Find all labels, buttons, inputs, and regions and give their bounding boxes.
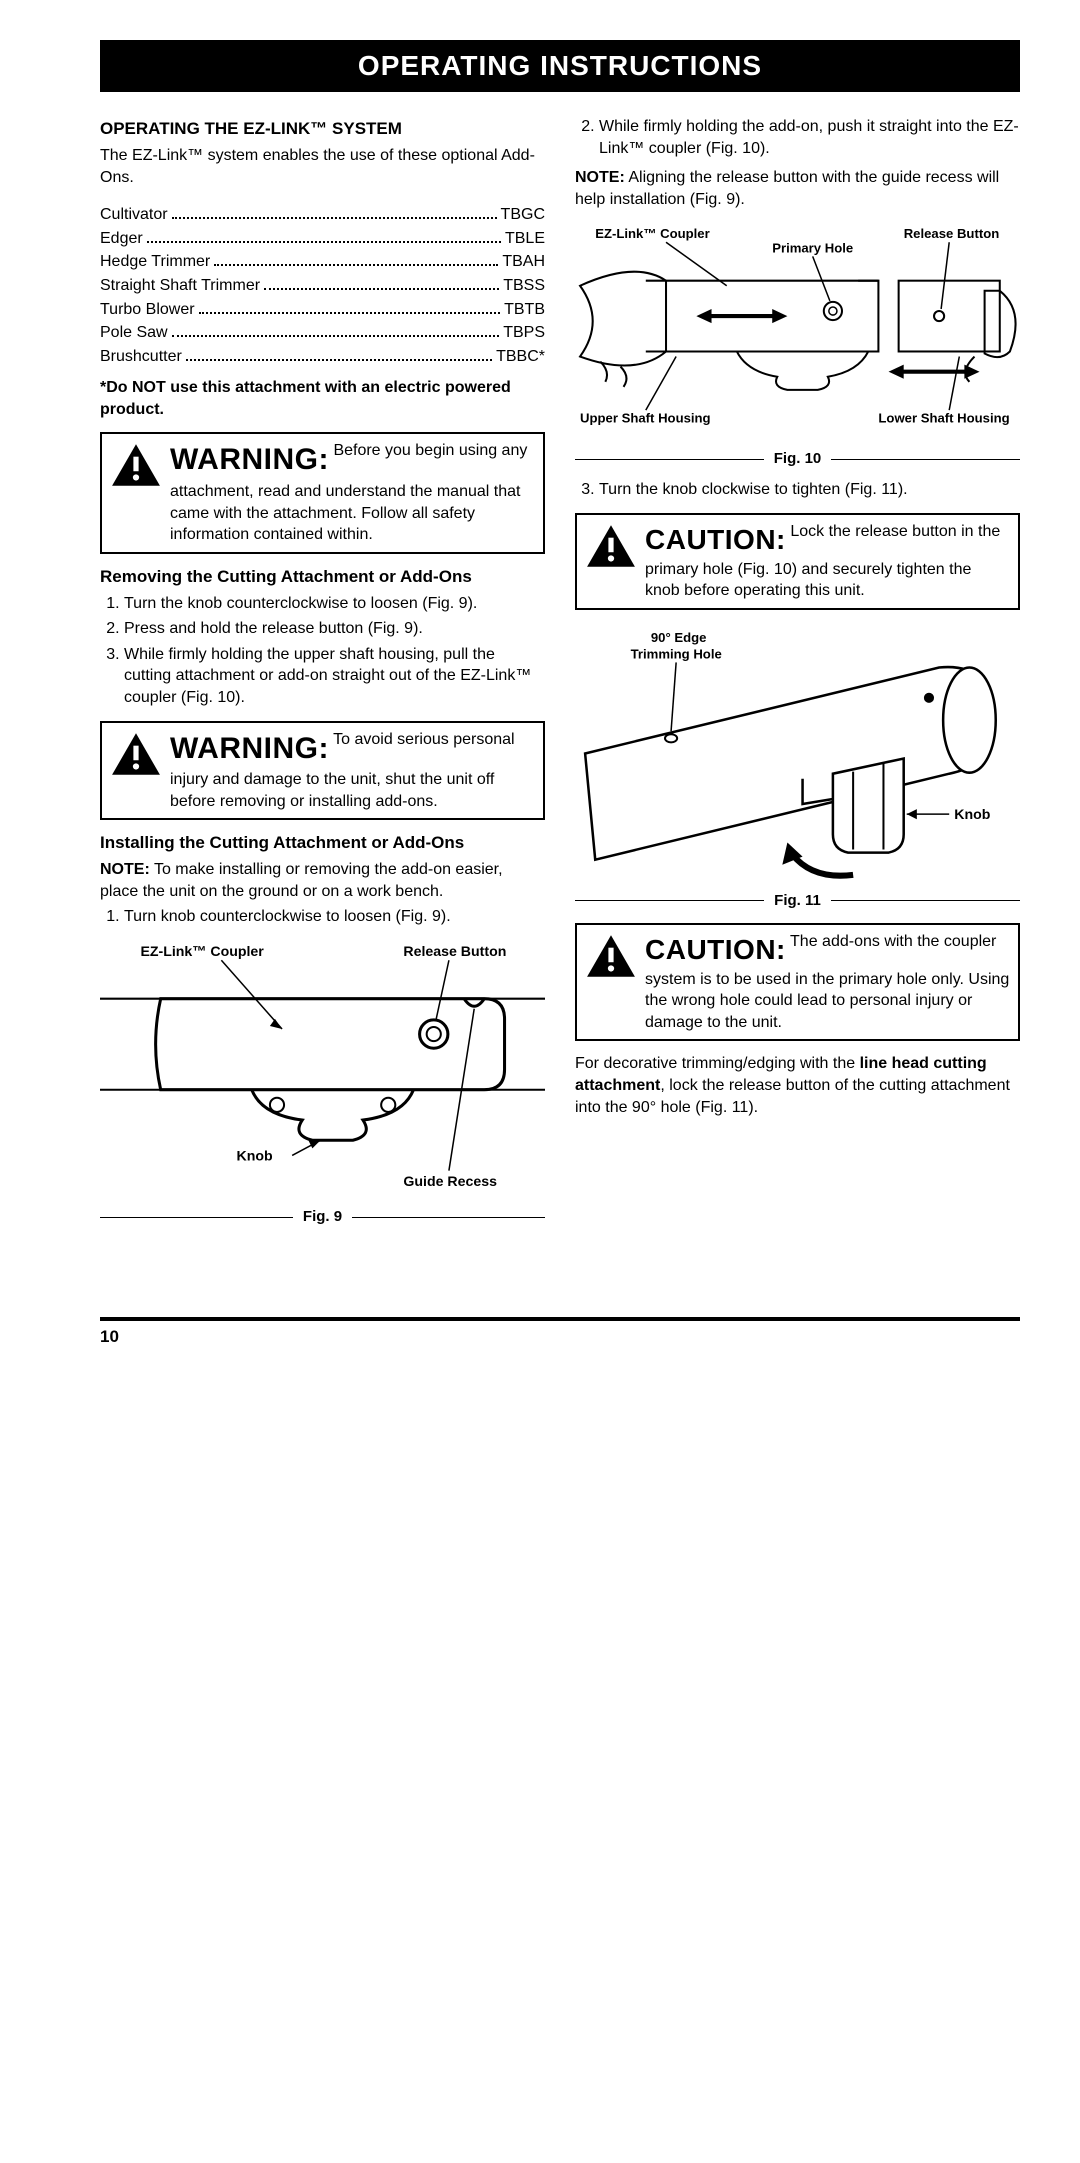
warning-word: WARNING:	[170, 443, 329, 476]
addon-row: Hedge Trimmer TBAH	[100, 251, 545, 273]
caution-text-2: CAUTION: The add-ons with the coupler sy…	[645, 931, 1010, 1034]
fig11-label-edge-2: Trimming Hole	[631, 646, 722, 661]
addon-code: TBBC*	[496, 346, 545, 368]
addon-name: Hedge Trimmer	[100, 251, 210, 273]
figure-10: EZ-Link™ Coupler Primary Hole Release Bu…	[575, 220, 1020, 469]
installing-note: NOTE: To make installing or removing the…	[100, 859, 545, 902]
removing-steps: Turn the knob counterclockwise to loosen…	[100, 593, 545, 709]
addons-list: Cultivator TBGC Edger TBLE Hedge Trimmer TB…	[100, 204, 545, 367]
aligning-note: NOTE: Aligning the release button with t…	[575, 167, 1020, 210]
intro-text: The EZ-Link™ system enables the use of t…	[100, 145, 545, 188]
addon-code: TBSS	[503, 275, 545, 297]
figure-10-svg: EZ-Link™ Coupler Primary Hole Release Bu…	[575, 220, 1020, 443]
fig11-label-edge-1: 90° Edge	[651, 630, 707, 645]
footnote: *Do NOT use this attachment with an elec…	[100, 377, 545, 420]
caution-box-1: CAUTION: Lock the release button in the …	[575, 513, 1020, 610]
fig11-caption-row: Fig. 11	[575, 891, 1020, 911]
fig9-caption: Fig. 9	[293, 1207, 352, 1227]
caution-triangle-icon	[585, 523, 637, 569]
installing-steps-cont: While firmly holding the add-on, push it…	[575, 116, 1020, 159]
warning-box-1: WARNING: Before you begin using any atta…	[100, 432, 545, 553]
addon-row: Cultivator TBGC	[100, 204, 545, 226]
caution-triangle-icon	[585, 933, 637, 979]
fig10-label-upper: Upper Shaft Housing	[580, 411, 711, 426]
right-column: While firmly holding the add-on, push it…	[575, 112, 1020, 1237]
warning-box-2: WARNING: To avoid serious personal injur…	[100, 721, 545, 821]
fig10-label-coupler: EZ-Link™ Coupler	[595, 227, 709, 242]
section-heading-installing: Installing the Cutting Attachment or Add…	[100, 832, 545, 855]
addon-code: TBPS	[503, 322, 545, 344]
fig9-label-guide: Guide Recess	[403, 1173, 497, 1189]
caution-box-2: CAUTION: The add-ons with the coupler sy…	[575, 923, 1020, 1042]
addon-row: Turbo Blower TBTB	[100, 299, 545, 321]
closing-pre: For decorative trimming/edging with the	[575, 1055, 860, 1072]
fig9-label-coupler: EZ-Link™ Coupler	[140, 943, 264, 959]
warning-triangle-icon	[110, 731, 162, 777]
addon-row: Pole Saw TBPS	[100, 322, 545, 344]
fig10-caption: Fig. 10	[764, 449, 832, 469]
step-item: Press and hold the release button (Fig. …	[124, 618, 545, 640]
page-number: 10	[100, 1327, 119, 1346]
page-title-bar: OPERATING INSTRUCTIONS	[100, 40, 1020, 92]
fig11-label-knob: Knob	[954, 806, 990, 822]
figure-11: 90° Edge Trimming Hole	[575, 622, 1020, 911]
addon-name: Straight Shaft Trimmer	[100, 275, 260, 297]
addon-code: TBAH	[502, 251, 545, 273]
caution-word: CAUTION:	[645, 934, 786, 965]
note-label: NOTE:	[575, 169, 625, 186]
fig9-label-knob: Knob	[237, 1148, 273, 1164]
addon-code: TBLE	[505, 228, 545, 250]
fig10-label-lower: Lower Shaft Housing	[878, 411, 1009, 426]
figure-11-svg: 90° Edge Trimming Hole	[575, 622, 1020, 885]
step-item: While firmly holding the upper shaft hou…	[124, 644, 545, 709]
two-column-layout: OPERATING THE EZ-LINK™ SYSTEM The EZ-Lin…	[100, 112, 1020, 1237]
page: OPERATING INSTRUCTIONS OPERATING THE EZ-…	[0, 0, 1080, 1387]
section-heading-removing: Removing the Cutting Attachment or Add-O…	[100, 566, 545, 589]
fig10-label-primary: Primary Hole	[772, 241, 853, 256]
addon-name: Turbo Blower	[100, 299, 195, 321]
step-item: Turn the knob clockwise to tighten (Fig.…	[599, 479, 1020, 501]
figure-9: EZ-Link™ Coupler Release Button	[100, 938, 545, 1227]
fig10-label-release: Release Button	[904, 227, 1000, 242]
addon-row: Brushcutter TBBC*	[100, 346, 545, 368]
section-heading-operating: OPERATING THE EZ-LINK™ SYSTEM	[100, 118, 545, 141]
closing-paragraph: For decorative trimming/edging with the …	[575, 1053, 1020, 1118]
caution-text-1: CAUTION: Lock the release button in the …	[645, 521, 1010, 602]
fig9-label-release: Release Button	[403, 943, 506, 959]
addon-code: TBGC	[501, 204, 545, 226]
addon-name: Pole Saw	[100, 322, 168, 344]
fig11-caption: Fig. 11	[764, 891, 831, 911]
addon-row: Edger TBLE	[100, 228, 545, 250]
addon-name: Edger	[100, 228, 143, 250]
warning-text-1: WARNING: Before you begin using any atta…	[170, 440, 535, 545]
note-label: NOTE:	[100, 861, 150, 878]
note-body: To make installing or removing the add-o…	[100, 861, 503, 900]
warning-triangle-icon	[110, 442, 162, 488]
figure-9-svg: EZ-Link™ Coupler Release Button	[100, 938, 545, 1201]
installing-steps: Turn knob counterclockwise to loosen (Fi…	[100, 906, 545, 928]
addon-name: Cultivator	[100, 204, 168, 226]
fig9-caption-row: Fig. 9	[100, 1207, 545, 1227]
left-column: OPERATING THE EZ-LINK™ SYSTEM The EZ-Lin…	[100, 112, 545, 1237]
page-footer: 10	[100, 1317, 1020, 1347]
fig10-caption-row: Fig. 10	[575, 449, 1020, 469]
addon-row: Straight Shaft Trimmer TBSS	[100, 275, 545, 297]
caution-word: CAUTION:	[645, 524, 786, 555]
note-body: Aligning the release button with the gui…	[575, 169, 999, 208]
warning-word: WARNING:	[170, 732, 329, 765]
addon-code: TBTB	[504, 299, 545, 321]
step-item: Turn the knob counterclockwise to loosen…	[124, 593, 545, 615]
step-item: Turn knob counterclockwise to loosen (Fi…	[124, 906, 545, 928]
addon-name: Brushcutter	[100, 346, 182, 368]
step-item: While firmly holding the add-on, push it…	[599, 116, 1020, 159]
warning-text-2: WARNING: To avoid serious personal injur…	[170, 729, 535, 813]
installing-steps-cont2: Turn the knob clockwise to tighten (Fig.…	[575, 479, 1020, 501]
